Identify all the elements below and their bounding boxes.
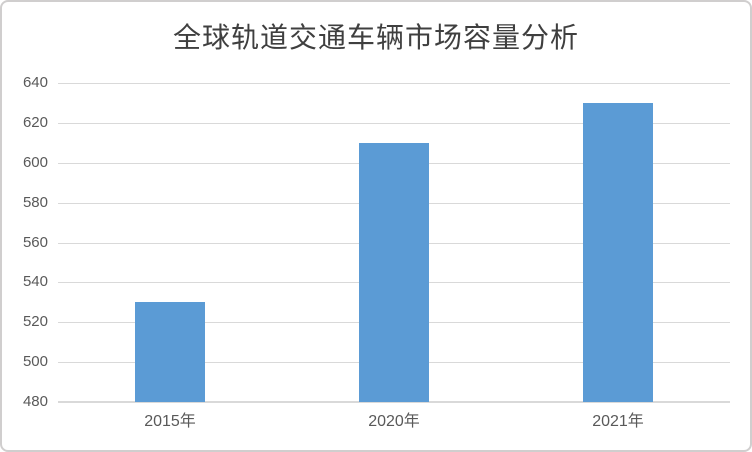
x-tick-label-2021年: 2021年	[592, 413, 644, 430]
gridline-640	[58, 83, 730, 84]
y-tick-label-500: 500	[22, 353, 48, 371]
x-axis-line	[58, 401, 730, 403]
y-tick-label-560: 560	[22, 233, 48, 251]
chart-title: 全球轨道交通车辆市场容量分析	[172, 23, 579, 54]
y-tick-label-620: 620	[22, 113, 48, 131]
y-tick-label-600: 600	[22, 153, 48, 171]
x-tick-label-2020年: 2020年	[368, 413, 420, 430]
bar-2015年	[135, 302, 205, 402]
gridline-620	[58, 122, 730, 124]
y-tick-label-480: 480	[22, 393, 48, 410]
bar-2020年	[359, 142, 429, 402]
y-tick-label-640: 640	[22, 74, 48, 91]
bar-2021年	[583, 102, 653, 402]
plot-area	[58, 83, 730, 403]
y-tick-label-540: 540	[22, 273, 48, 291]
x-tick-label-2015年: 2015年	[144, 413, 196, 430]
y-tick-label-520: 520	[22, 313, 48, 331]
y-tick-label-580: 580	[22, 193, 48, 211]
